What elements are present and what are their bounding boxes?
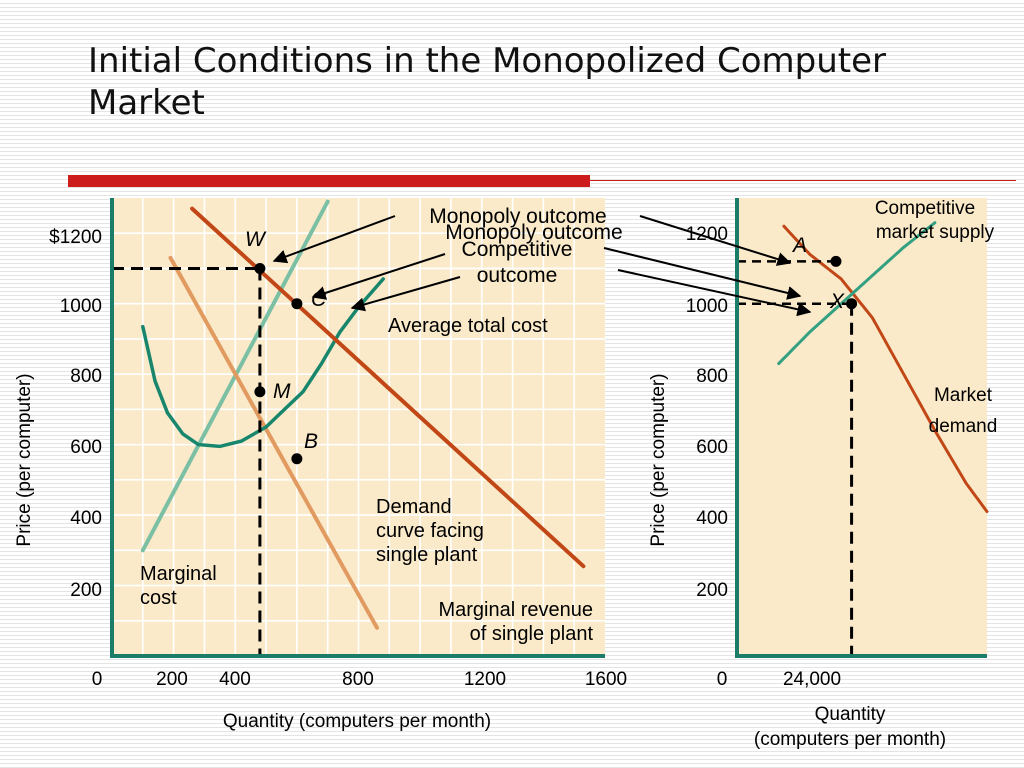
point-label-m: M [273, 380, 291, 403]
left-points [254, 262, 303, 465]
mr-label-line: of single plant [470, 623, 594, 645]
y-tick-label: 800 [696, 366, 728, 387]
callout-monopoly-outcome-ghost: Monopoly outcome [445, 221, 622, 244]
point-label-b: B [304, 430, 318, 453]
mr-label-line: Marginal revenue [438, 599, 593, 621]
arrow-competitive-atc [350, 276, 461, 312]
point-x [846, 298, 858, 310]
y-tick-label: 1000 [60, 296, 102, 317]
y-tick-label: 800 [70, 366, 102, 387]
market-demand-curve [782, 224, 989, 514]
x-tick-label: 1200 [464, 669, 506, 690]
x-tick-label: 1600 [585, 669, 627, 690]
right-x-axis-label-line: Quantity [815, 704, 886, 725]
point-a [830, 255, 842, 267]
mc-label-line: Marginal [140, 563, 217, 585]
y-tick-label: 200 [696, 580, 728, 601]
title-rule [68, 175, 590, 187]
x-tick-label: 200 [156, 669, 188, 690]
supply-label-line: Competitive [875, 198, 975, 219]
demand-label-line: curve facing [376, 520, 484, 542]
point-label-x: X [829, 290, 845, 313]
point-b [291, 453, 303, 465]
average-total-cost-curve [141, 277, 385, 449]
left-chart: $1200 1000 800 600 400 200 0 200 400 800… [14, 198, 627, 732]
left-x-axis-label: Quantity (computers per month) [223, 711, 491, 732]
atc-label: Average total cost [388, 315, 548, 337]
title-rule-thin [590, 180, 1016, 181]
x-tick-label: 800 [342, 669, 374, 690]
left-y-axis-label: Price (per computer) [14, 373, 35, 546]
x-tick-label: 0 [717, 669, 728, 690]
callout-competitive-line: outcome [477, 264, 558, 287]
right-curves [737, 221, 989, 656]
arrow-monopoly-left [272, 215, 396, 264]
callout-arrows [272, 215, 812, 317]
arrow-competitive-x1 [603, 247, 802, 300]
y-tick-label: 200 [70, 580, 102, 601]
demand-label-line: Demand [376, 496, 452, 518]
arrow-competitive-c [311, 253, 446, 300]
y-tick-label: 400 [70, 508, 102, 529]
point-m [254, 386, 266, 398]
point-label-a: A [791, 234, 807, 257]
y-tick-label: $1200 [49, 227, 102, 248]
right-chart: 1200 1000 800 600 400 200 0 24,000 Quant… [648, 198, 997, 750]
marginal-revenue-curve [168, 255, 379, 630]
point-label-w: W [245, 228, 267, 251]
arrow-competitive-x2 [617, 269, 812, 317]
right-points [830, 255, 858, 310]
demand-label-line: single plant [376, 544, 478, 566]
arrow-monopoly-right [639, 215, 792, 266]
slide-title: Initial Conditions in the Monopolized Co… [88, 41, 887, 123]
right-plot-area [737, 198, 987, 656]
y-tick-label: 400 [696, 508, 728, 529]
x-tick-label: 24,000 [783, 669, 841, 690]
market-supply-curve [777, 221, 937, 366]
supply-label-line: market supply [876, 222, 995, 243]
point-w [254, 262, 266, 274]
y-tick-label: 600 [70, 437, 102, 458]
market-demand-label-line: Market [934, 385, 993, 406]
market-demand-label-line: demand [929, 416, 998, 437]
right-x-axis-label-line: (computers per month) [754, 729, 946, 750]
callout-competitive-line: Competitive [462, 238, 573, 261]
callout-monopoly-outcome: Monopoly outcome [429, 205, 606, 228]
x-tick-label: 0 [92, 669, 103, 690]
point-label-c: C [311, 288, 327, 311]
right-y-axis-label: Price (per computer) [648, 373, 669, 546]
point-c [291, 298, 303, 310]
left-grid [112, 198, 605, 656]
x-tick-label: 400 [219, 669, 251, 690]
mc-label-line: cost [140, 587, 177, 609]
y-tick-label: 1000 [686, 296, 728, 317]
y-tick-label: 600 [696, 437, 728, 458]
